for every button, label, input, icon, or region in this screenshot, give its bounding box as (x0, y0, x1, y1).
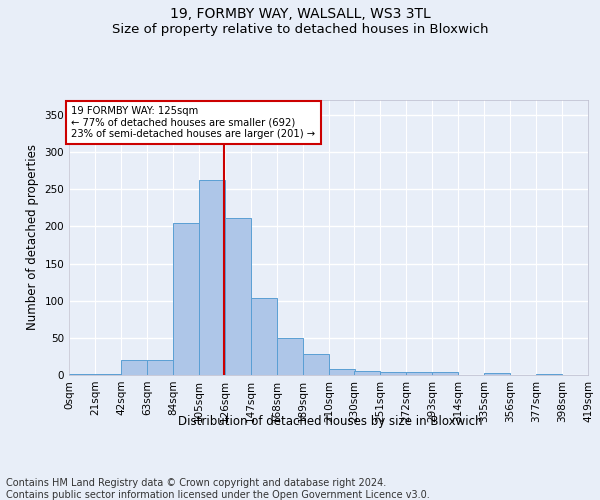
Bar (199, 180, 225, 375)
Text: Distribution of detached houses by size in Bloxwich: Distribution of detached houses by size … (178, 415, 482, 428)
Bar (406, 372, 432, 375)
Bar (95, 374, 121, 375)
Bar (251, 298, 277, 375)
Bar (121, 360, 147, 375)
Text: 19 FORMBY WAY: 125sqm
← 77% of detached houses are smaller (692)
23% of semi-det: 19 FORMBY WAY: 125sqm ← 77% of detached … (71, 106, 316, 139)
Bar (69, 374, 95, 375)
Text: Contains HM Land Registry data © Crown copyright and database right 2024.
Contai: Contains HM Land Registry data © Crown c… (6, 478, 430, 500)
Bar (173, 224, 199, 375)
Bar (147, 360, 173, 375)
Bar (329, 369, 355, 375)
Bar (484, 373, 510, 375)
Text: 19, FORMBY WAY, WALSALL, WS3 3TL: 19, FORMBY WAY, WALSALL, WS3 3TL (170, 8, 430, 22)
Bar (380, 372, 406, 375)
Bar (432, 372, 458, 375)
Bar (303, 354, 329, 375)
Bar (588, 374, 600, 375)
Text: Size of property relative to detached houses in Bloxwich: Size of property relative to detached ho… (112, 22, 488, 36)
Bar (277, 338, 303, 375)
Y-axis label: Number of detached properties: Number of detached properties (26, 144, 39, 330)
Bar (354, 372, 380, 375)
Bar (536, 374, 562, 375)
Bar (225, 218, 251, 375)
